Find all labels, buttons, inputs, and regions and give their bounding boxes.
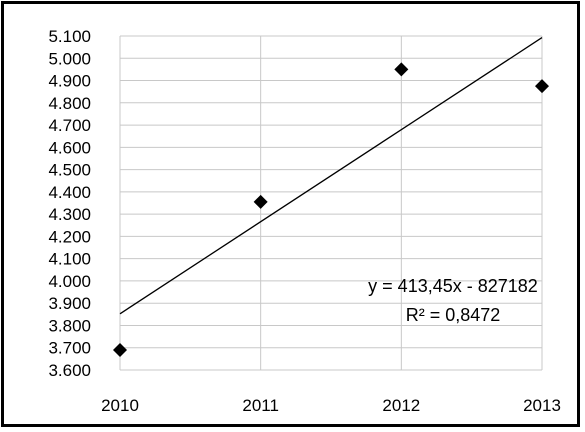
trendline-layer bbox=[119, 37, 543, 315]
data-point-2010 bbox=[113, 342, 127, 357]
x-axis-tick-labels: 2010 2011 2012 2013 bbox=[101, 396, 561, 415]
x-tick-label: 2011 bbox=[242, 396, 279, 415]
y-tick-label: 3.900 bbox=[48, 294, 91, 313]
trendline-equation: y = 413,45x - 827182 bbox=[368, 276, 538, 296]
y-tick-label: 4.000 bbox=[48, 272, 91, 291]
x-tick-label: 2010 bbox=[101, 396, 139, 415]
trendline bbox=[119, 37, 543, 315]
y-tick-label: 3.600 bbox=[48, 361, 91, 380]
y-tick-label: 3.800 bbox=[48, 316, 91, 335]
y-axis-tick-labels: 3.600 3.700 3.800 3.900 4.000 4.100 4.200 4.300… bbox=[48, 27, 91, 380]
y-tick-label: 3.700 bbox=[48, 339, 91, 358]
y-tick-label: 4.600 bbox=[48, 138, 91, 157]
y-tick-label: 4.900 bbox=[48, 72, 91, 91]
y-tick-label: 4.800 bbox=[48, 94, 91, 113]
y-tick-label: 5.100 bbox=[48, 27, 91, 46]
data-point-2011 bbox=[253, 194, 268, 209]
data-points bbox=[113, 62, 549, 357]
x-tick-label: 2013 bbox=[523, 396, 561, 415]
data-point-2012 bbox=[394, 62, 409, 77]
y-tick-label: 4.700 bbox=[48, 116, 91, 135]
y-tick-label: 5.000 bbox=[48, 49, 91, 68]
y-tick-label: 4.400 bbox=[48, 183, 91, 202]
y-tick-label: 4.200 bbox=[48, 227, 91, 246]
y-tick-label: 4.500 bbox=[48, 161, 91, 180]
x-tick-label: 2012 bbox=[382, 396, 420, 415]
y-tick-label: 4.300 bbox=[48, 205, 91, 224]
y-tick-label: 4.100 bbox=[48, 250, 91, 269]
data-point-2013 bbox=[535, 79, 549, 94]
trendline-r2: R² = 0,8472 bbox=[406, 305, 501, 325]
